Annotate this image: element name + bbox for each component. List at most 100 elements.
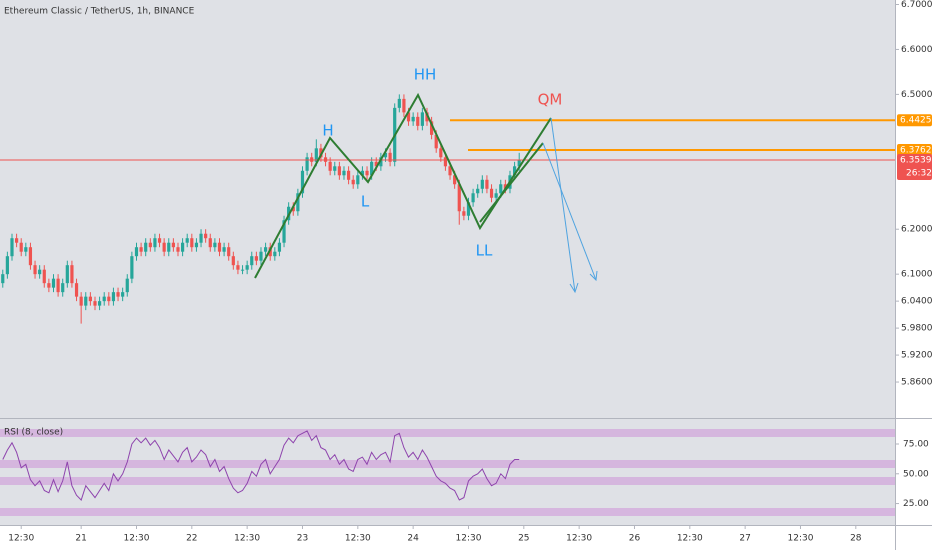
annotation: L (361, 193, 370, 211)
price-tag (897, 114, 932, 127)
x-tick-label: 22 (186, 534, 197, 544)
candle-body (171, 242, 175, 248)
candle-body (5, 256, 9, 275)
candle-body (416, 116, 420, 126)
candle-body (448, 166, 452, 176)
candle-body (383, 152, 388, 158)
y-tick-label: 5.9200 (901, 351, 932, 361)
candle-body (314, 148, 318, 162)
x-tick-label: 27 (739, 534, 750, 544)
candle-body (84, 296, 88, 306)
y-tick-label: 50.00 (903, 469, 929, 479)
x-tick-label: 26 (629, 534, 641, 544)
candle-body (65, 265, 69, 284)
price-tag-label: 6.4425 (900, 116, 932, 126)
candle-body (227, 247, 231, 257)
candle-body (107, 296, 111, 302)
y-tick-label: 6.7000 (901, 0, 932, 10)
candle-body (245, 265, 249, 270)
candle-body (342, 170, 346, 176)
candle-body (319, 148, 323, 158)
candle-body (291, 206, 295, 212)
candle-body (517, 160, 521, 167)
candle-body (351, 179, 355, 185)
candle-body (305, 157, 309, 171)
candle-body (88, 296, 92, 302)
price-tag (897, 154, 932, 181)
candle-body (167, 242, 171, 252)
y-tick-label: 6.6000 (901, 45, 932, 55)
candle-body (374, 161, 378, 167)
candle-body (33, 265, 37, 275)
rsi-band (0, 477, 895, 485)
candle-body (300, 170, 305, 194)
candle-body (204, 233, 208, 239)
candle-body (439, 148, 443, 158)
x-tick-label: 12:30 (677, 534, 703, 544)
candle-body (489, 188, 494, 198)
rsi-bands (0, 429, 895, 516)
candle-body (250, 256, 254, 266)
candle-body (217, 242, 222, 252)
candle-body (397, 98, 401, 108)
candle-body (457, 184, 461, 212)
candle-body (462, 211, 466, 216)
x-tick-label: 12:30 (566, 534, 592, 544)
candle-body (148, 242, 152, 248)
y-tick-label: 6.5000 (901, 90, 932, 100)
candle-body (379, 157, 383, 167)
y-tick-label: 6.2000 (901, 225, 932, 235)
price-tag-label: 6.3762 (900, 146, 932, 156)
candle-body (162, 242, 166, 252)
candle-body (499, 184, 503, 194)
candle-body (370, 161, 374, 176)
y-tick-label: 5.8600 (901, 378, 932, 388)
candle-body (425, 112, 429, 122)
x-tick-label: 12:30 (788, 534, 814, 544)
candle-body (74, 283, 79, 297)
candle-body (51, 278, 56, 288)
candle-body (176, 247, 180, 252)
candle-body (14, 238, 19, 243)
candle-body (208, 238, 212, 248)
candle-body (61, 283, 65, 293)
candle-body (111, 292, 116, 302)
x-tick-label: 12:30 (345, 534, 371, 544)
annotation: HH (414, 66, 437, 84)
candle-body (429, 121, 434, 135)
candle-body (97, 301, 102, 306)
candle-body (19, 242, 23, 252)
candle-body (134, 247, 139, 257)
candle-body (296, 193, 300, 212)
arrow-head (569, 282, 579, 294)
candle-body (231, 256, 235, 266)
candle-body (263, 247, 268, 252)
candle-body (240, 269, 245, 271)
countdown-label: 26:32 (906, 169, 932, 179)
candle-body (402, 98, 406, 113)
candle-body (157, 238, 162, 243)
x-tick-label: 12:30 (234, 534, 260, 544)
candle-body (185, 238, 189, 243)
price-tag-label: 6.3539 (900, 156, 932, 166)
rsi-title: RSI (8, close) (4, 428, 63, 438)
rsi-band (0, 429, 895, 437)
candle-body (125, 278, 129, 293)
pattern-drawing (254, 92, 598, 294)
chart-title: Ethereum Classic / TetherUS, 1h, BINANCE (4, 7, 195, 17)
price-tag (897, 144, 932, 157)
candle-body (190, 238, 194, 248)
candle-body (485, 179, 489, 189)
time-axis-background (0, 525, 895, 550)
projection-arrow (542, 142, 597, 281)
x-tick-label: 21 (75, 534, 86, 544)
rsi-band (0, 508, 895, 516)
candle-body (153, 238, 157, 248)
candle-body (512, 166, 517, 176)
x-tick-label: 28 (850, 534, 862, 544)
projection-arrow (550, 117, 576, 293)
x-tick-label: 23 (297, 534, 308, 544)
y-tick-label: 5.9800 (901, 324, 932, 334)
